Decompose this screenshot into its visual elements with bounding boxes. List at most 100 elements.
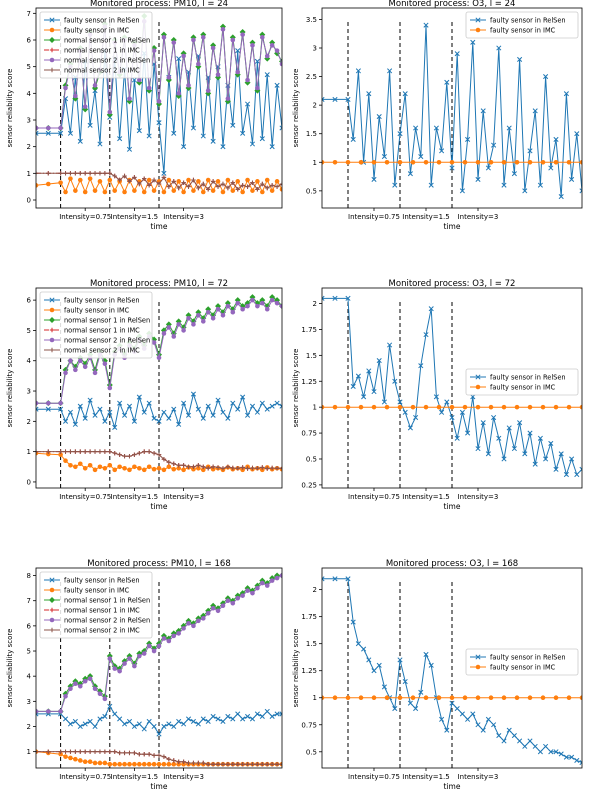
data-point bbox=[274, 48, 280, 53]
data-point bbox=[553, 749, 559, 755]
legend-marker bbox=[475, 664, 481, 670]
data-point bbox=[132, 452, 137, 457]
data-point bbox=[151, 340, 157, 345]
data-point bbox=[97, 749, 103, 754]
data-point bbox=[82, 415, 88, 421]
legend-marker bbox=[49, 67, 55, 73]
data-point bbox=[345, 576, 351, 582]
legend-label: faulty sensor in IMC bbox=[64, 587, 130, 595]
data-point bbox=[215, 179, 221, 184]
data-point bbox=[137, 181, 142, 187]
data-point bbox=[58, 171, 63, 176]
data-point bbox=[230, 309, 236, 315]
data-point bbox=[407, 700, 413, 706]
data-point bbox=[235, 595, 241, 601]
data-point bbox=[384, 404, 390, 410]
data-point bbox=[82, 189, 88, 195]
data-point bbox=[107, 177, 113, 183]
data-point bbox=[77, 403, 83, 409]
data-point bbox=[215, 184, 221, 189]
axes-frame bbox=[321, 287, 583, 489]
data-point bbox=[235, 179, 241, 184]
data-point bbox=[131, 723, 137, 730]
data-point bbox=[230, 400, 236, 406]
data-point bbox=[488, 159, 494, 165]
data-point bbox=[46, 171, 51, 176]
chart-panel: Monitored process: O3, l = 72 0.25 0.5 0.75… bbox=[292, 279, 583, 511]
data-point bbox=[112, 749, 117, 754]
data-point bbox=[332, 695, 338, 701]
data-point bbox=[279, 303, 282, 309]
x-axis-label: time bbox=[444, 502, 461, 511]
legend-marker bbox=[49, 627, 55, 633]
data-point bbox=[220, 144, 226, 150]
data-point bbox=[102, 171, 108, 176]
data-point bbox=[230, 37, 236, 43]
data-point bbox=[72, 718, 78, 725]
data-point bbox=[92, 188, 98, 193]
data-point bbox=[210, 188, 216, 193]
data-point bbox=[200, 319, 206, 324]
data-point bbox=[397, 404, 403, 410]
legend-label: faulty sensor in RelSen bbox=[64, 17, 140, 25]
data-point bbox=[146, 449, 152, 454]
legend: faulty sensor in RelSen faulty sensor in … bbox=[465, 11, 579, 39]
legend-label: faulty sensor in IMC bbox=[490, 27, 556, 35]
data-point bbox=[230, 465, 235, 471]
legend-marker bbox=[49, 337, 55, 343]
data-point bbox=[102, 713, 108, 719]
data-point bbox=[245, 762, 250, 767]
data-point bbox=[511, 446, 517, 452]
data-point bbox=[107, 462, 113, 468]
data-point bbox=[436, 695, 442, 701]
data-point bbox=[151, 177, 157, 183]
data-point bbox=[171, 761, 177, 767]
data-point bbox=[220, 603, 226, 609]
intensity-label: Intensity=3 bbox=[458, 773, 499, 781]
series-faulty-imc bbox=[322, 404, 582, 410]
data-point bbox=[58, 749, 63, 754]
series-normal2-relsen bbox=[36, 297, 282, 406]
data-point bbox=[410, 404, 416, 410]
data-point bbox=[488, 404, 494, 410]
data-point bbox=[574, 471, 580, 478]
data-point bbox=[87, 749, 93, 754]
data-point bbox=[206, 762, 211, 767]
data-point bbox=[156, 452, 162, 457]
data-point bbox=[68, 462, 73, 468]
data-point bbox=[255, 85, 260, 91]
data-point bbox=[371, 176, 377, 182]
data-point bbox=[36, 171, 39, 176]
data-point bbox=[350, 383, 356, 389]
data-point bbox=[92, 370, 98, 376]
series-normal2-imc bbox=[36, 171, 282, 192]
data-point bbox=[171, 758, 176, 763]
data-point bbox=[240, 306, 245, 312]
data-point bbox=[522, 451, 528, 457]
data-point bbox=[566, 404, 572, 410]
data-point bbox=[433, 394, 439, 400]
data-point bbox=[137, 761, 142, 767]
data-point bbox=[191, 760, 196, 766]
data-point bbox=[156, 643, 162, 649]
data-point bbox=[58, 449, 63, 454]
legend-marker bbox=[49, 347, 55, 353]
data-point bbox=[137, 77, 142, 83]
data-point bbox=[117, 464, 122, 470]
data-point bbox=[501, 404, 507, 410]
data-point bbox=[381, 399, 387, 405]
legend-marker bbox=[475, 27, 481, 33]
intensity-label: Intensity=1.5 bbox=[111, 773, 158, 781]
x-axis-label: time bbox=[151, 222, 168, 231]
data-point bbox=[514, 159, 520, 165]
data-point bbox=[87, 397, 93, 403]
data-point bbox=[433, 125, 439, 131]
data-point bbox=[77, 358, 83, 364]
data-point bbox=[58, 125, 63, 131]
data-point bbox=[82, 104, 88, 109]
legend-marker bbox=[49, 617, 55, 623]
data-point bbox=[161, 723, 167, 730]
data-point bbox=[151, 466, 157, 472]
data-point bbox=[249, 716, 256, 722]
data-point bbox=[220, 181, 226, 187]
